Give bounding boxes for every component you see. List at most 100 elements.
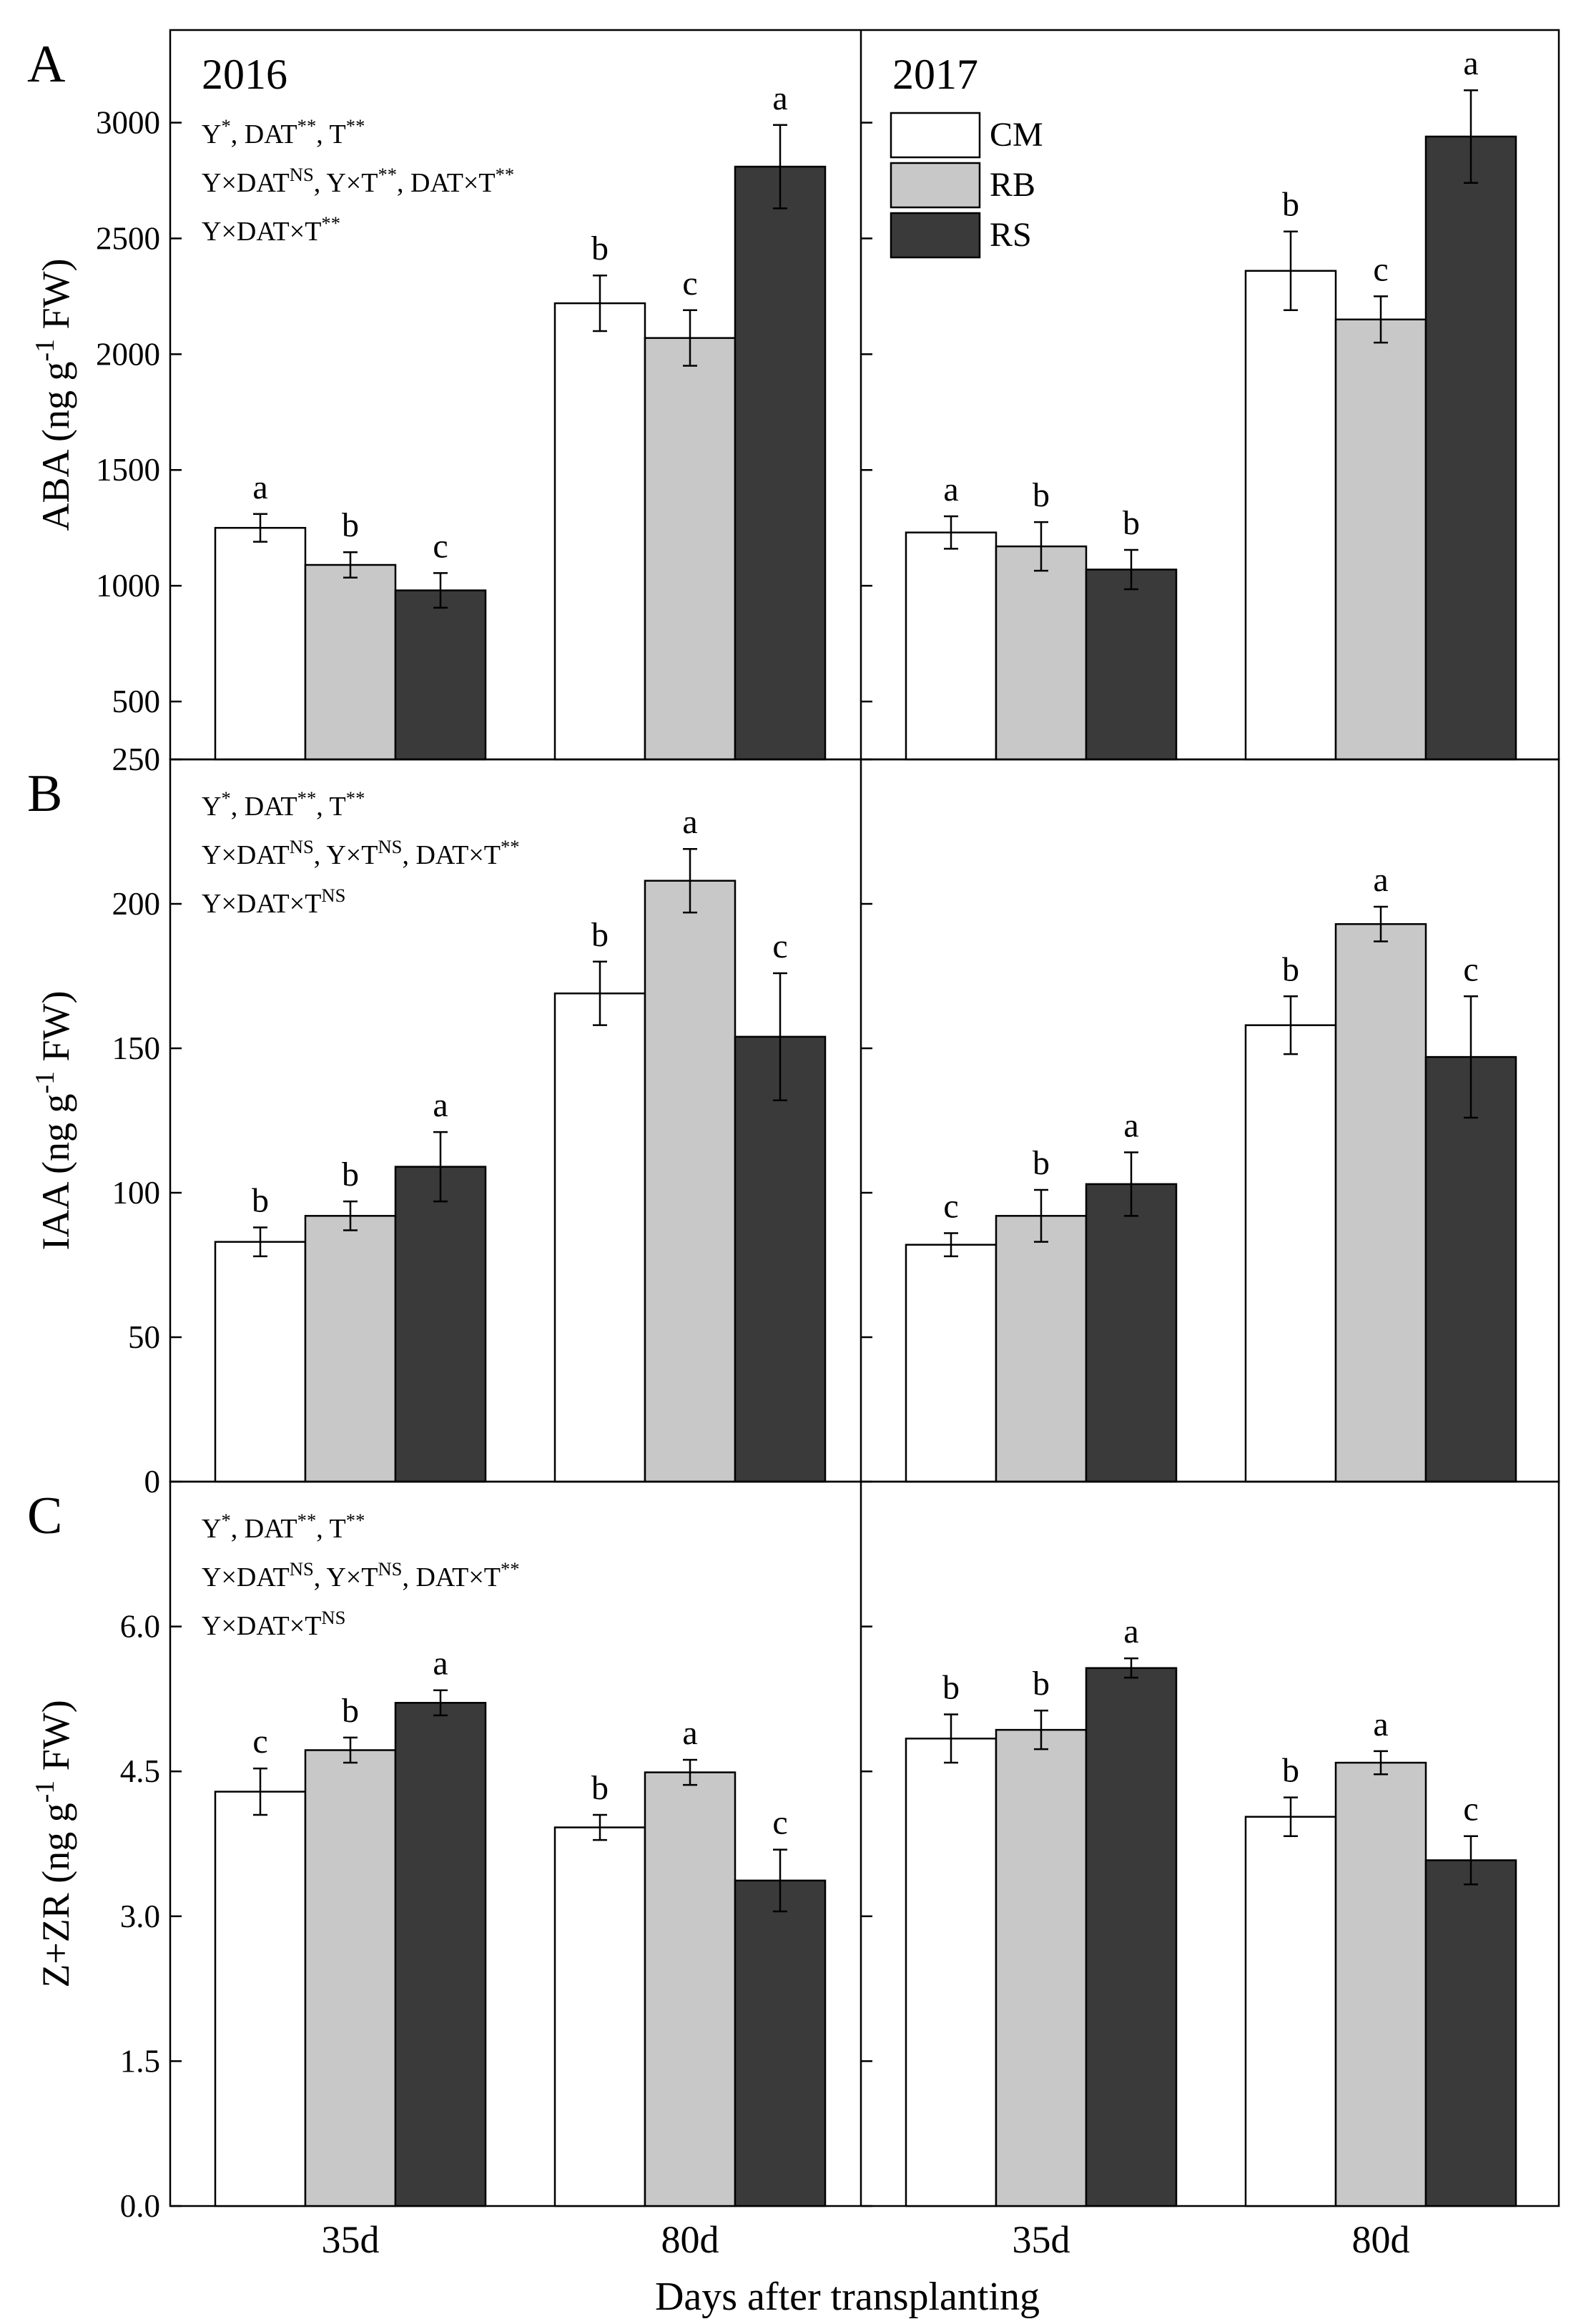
y-axis-title: Z+ZR (ng g-1 FW) — [30, 1700, 77, 1987]
y-tick-label: 1500 — [96, 452, 160, 488]
y-tick-label: 250 — [112, 742, 161, 777]
y-tick-label: 4.5 — [120, 1753, 160, 1789]
x-tick-label: 80d — [661, 2218, 719, 2261]
significance-letter: a — [1373, 1705, 1388, 1743]
bar — [214, 1791, 307, 2207]
bar — [734, 165, 827, 761]
significance-letter: b — [1123, 504, 1140, 542]
legend-swatch — [890, 112, 981, 159]
bar — [905, 531, 998, 761]
significance-letter: b — [591, 1769, 609, 1807]
y-tick-label: 1000 — [96, 568, 160, 604]
legend-label: RS — [990, 216, 1032, 254]
bar — [553, 302, 646, 761]
bar — [995, 545, 1088, 761]
bar — [905, 1244, 998, 1483]
bar — [734, 1879, 827, 2207]
significance-letter: b — [252, 1181, 269, 1219]
bar — [995, 1215, 1088, 1483]
y-tick-label: 2000 — [96, 336, 160, 372]
stats-annotation: Y×DATNS, Y×TNS, DAT×T** — [202, 1558, 520, 1592]
bar — [394, 1166, 487, 1483]
y-tick-label: 500 — [112, 684, 161, 719]
significance-letter: b — [1033, 1665, 1050, 1703]
y-tick-label: 3000 — [96, 105, 160, 141]
stats-annotation: Y×DATNS, Y×TNS, DAT×T** — [202, 836, 520, 870]
bar — [644, 1771, 737, 2207]
panel-label: C — [27, 1487, 62, 1545]
significance-letter: b — [1033, 476, 1050, 514]
x-tick-label: 80d — [1352, 2218, 1410, 2261]
significance-letter: c — [1373, 250, 1388, 288]
x-tick-label: 35d — [322, 2218, 380, 2261]
significance-letter: b — [342, 1156, 359, 1193]
bar — [995, 1728, 1088, 2207]
significance-letter: b — [942, 1669, 960, 1707]
year-label: 2016 — [202, 51, 287, 98]
significance-letter: a — [1373, 861, 1388, 899]
y-tick-label: 200 — [112, 886, 161, 922]
bar — [394, 589, 487, 761]
y-tick-label: 3.0 — [120, 1899, 160, 1934]
bar — [553, 992, 646, 1483]
legend: CM RB RS — [890, 112, 1043, 259]
x-tick-label: 35d — [1013, 2218, 1070, 2261]
bar — [304, 1749, 397, 2207]
year-label: 2017 — [892, 51, 978, 98]
stats-annotation: Y*, DAT**, T** — [202, 115, 365, 149]
significance-letter: c — [943, 1188, 958, 1226]
y-tick-label: 100 — [112, 1175, 161, 1211]
legend-label: RB — [990, 166, 1035, 204]
significance-letter: c — [772, 1804, 787, 1842]
bar — [1334, 318, 1427, 761]
significance-letter: c — [772, 927, 787, 965]
bar — [1085, 1667, 1178, 2207]
y-axis-title: IAA (ng g-1 FW) — [30, 991, 77, 1251]
significance-letter: a — [433, 1086, 448, 1124]
legend-swatch — [890, 212, 981, 259]
bar — [214, 1241, 307, 1483]
panel-label: A — [27, 35, 65, 94]
y-tick-label: 0.0 — [120, 2188, 160, 2224]
y-tick-label: 6.0 — [120, 1609, 160, 1645]
significance-letter: a — [682, 1714, 697, 1752]
bar — [394, 1702, 487, 2207]
bar — [1424, 1055, 1517, 1483]
bar — [1085, 1183, 1178, 1483]
bar — [553, 1826, 646, 2207]
stats-annotation: Y×DAT×TNS — [202, 1607, 345, 1641]
stats-annotation: Y*, DAT**, T** — [202, 1510, 365, 1544]
significance-letter: b — [1033, 1144, 1050, 1182]
significance-letter: b — [1282, 1752, 1299, 1790]
significance-letter: a — [1123, 1106, 1138, 1144]
bar — [1244, 1816, 1337, 2207]
bar — [734, 1035, 827, 1483]
significance-letter: a — [772, 79, 787, 117]
bar — [1424, 135, 1517, 761]
bar — [644, 337, 737, 761]
y-axis-title: ABA (ng g-1 FW) — [30, 259, 77, 531]
y-tick-label: 2500 — [96, 220, 160, 256]
significance-letter: a — [1463, 44, 1478, 82]
significance-letter: a — [433, 1645, 448, 1683]
significance-letter: b — [591, 916, 609, 954]
bar — [1334, 923, 1427, 1483]
significance-letter: a — [943, 471, 958, 508]
significance-letter: b — [342, 1692, 359, 1730]
significance-letter: b — [342, 506, 359, 544]
y-tick-label: 1.5 — [120, 2043, 160, 2079]
bar — [304, 563, 397, 761]
y-tick-label: 0 — [144, 1464, 161, 1500]
x-axis-title: Days after transplanting — [655, 2275, 1040, 2319]
bar — [1334, 1761, 1427, 2207]
bar — [1085, 568, 1178, 761]
y-tick-label: 150 — [112, 1030, 161, 1066]
bar — [1244, 1024, 1337, 1483]
bar — [644, 880, 737, 1483]
significance-letter: b — [1282, 950, 1299, 988]
significance-letter: b — [1282, 186, 1299, 224]
significance-letter: c — [1463, 1791, 1478, 1828]
significance-letter: c — [682, 265, 697, 302]
